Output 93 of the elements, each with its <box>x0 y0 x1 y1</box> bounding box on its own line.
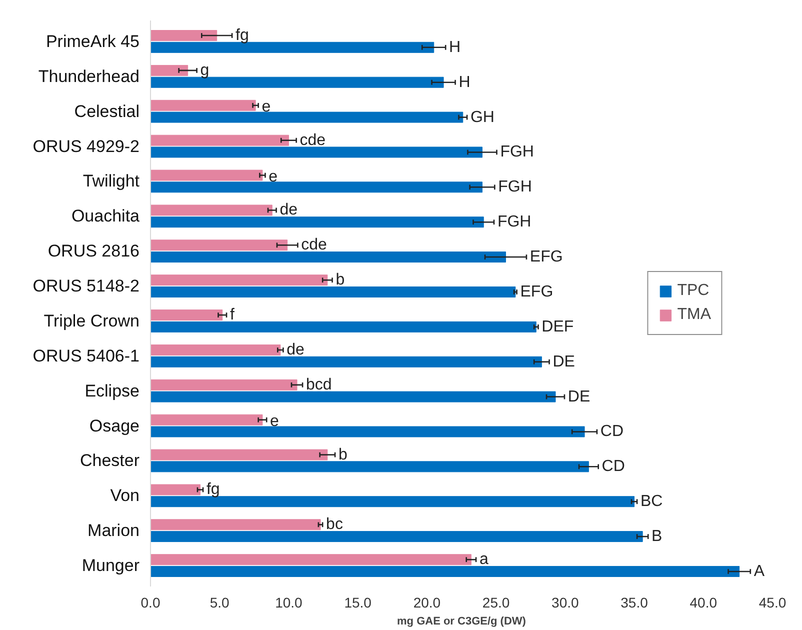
y-tick-label: Thunderhead <box>38 66 140 86</box>
data-label: e <box>268 168 278 186</box>
bar <box>150 100 256 111</box>
data-label: FGH <box>497 214 532 231</box>
bar <box>150 274 328 286</box>
bar <box>150 252 506 263</box>
y-tick-label: Chester <box>80 451 140 470</box>
data-label: g <box>200 62 210 79</box>
bar <box>150 286 516 298</box>
x-tick-label: 30.0 <box>552 594 580 610</box>
bar <box>150 379 298 390</box>
data-label: b <box>336 272 345 289</box>
x-tick-label: 5.0 <box>210 594 230 610</box>
bar <box>150 134 289 146</box>
x-tick-label: 20.0 <box>413 594 441 610</box>
data-label: a <box>479 551 488 568</box>
bar <box>150 240 288 251</box>
y-tick-label: Eclipse <box>84 381 140 400</box>
data-label: f <box>230 306 235 324</box>
data-label: DE <box>568 388 590 406</box>
bar <box>150 76 444 88</box>
y-tick-label: Von <box>110 486 140 506</box>
x-tick-label: 35.0 <box>620 594 648 610</box>
bar <box>150 170 263 181</box>
y-tick-label: Munger <box>82 556 140 576</box>
bar <box>150 391 556 402</box>
x-tick-label: 10.0 <box>275 594 303 610</box>
y-tick-label: ORUS 4929-2 <box>32 136 140 156</box>
data-label: de <box>280 202 298 219</box>
bar <box>150 449 328 460</box>
bar <box>150 204 272 216</box>
y-tick-label: ORUS 5406-1 <box>32 346 140 366</box>
y-tick-label: Ouachita <box>71 206 140 226</box>
data-label: e <box>262 98 271 116</box>
bar <box>150 566 740 577</box>
y-tick-label: Marion <box>88 521 140 540</box>
data-label: e <box>270 412 280 430</box>
y-tick-label: Twilight <box>82 172 140 191</box>
bar <box>150 146 482 158</box>
bar <box>150 30 218 42</box>
x-tick-label: 45.0 <box>758 594 786 610</box>
legend-label: TPC <box>677 282 710 300</box>
data-label: EFG <box>530 248 563 266</box>
data-label: CD <box>600 423 624 440</box>
bar <box>150 321 536 332</box>
bar <box>150 496 635 508</box>
data-label: DE <box>552 353 575 370</box>
y-tick-label: Triple Crown <box>44 311 140 330</box>
bar <box>150 64 188 76</box>
x-tick-label: 40.0 <box>690 594 718 610</box>
legend-label: TMA <box>677 306 711 324</box>
x-tick-label: 25.0 <box>482 594 510 610</box>
y-tick-label: ORUS 2816 <box>48 242 140 261</box>
bar <box>150 216 484 228</box>
data-label: H <box>449 38 461 56</box>
data-label: DEF <box>542 318 574 336</box>
data-label: fg <box>236 27 249 44</box>
data-label: cde <box>300 132 326 149</box>
bar <box>150 531 643 542</box>
data-label: de <box>286 341 305 358</box>
y-tick-label: PrimeArk 45 <box>46 32 140 51</box>
data-label: b <box>338 446 348 464</box>
data-label: fg <box>206 481 220 498</box>
data-label: GH <box>470 108 494 126</box>
bar <box>150 414 263 426</box>
data-label: EFG <box>520 283 554 300</box>
x-axis-title: mg GAE or C3GE/g (DW) <box>397 616 526 628</box>
data-label: FGH <box>500 144 534 161</box>
bar <box>150 461 589 472</box>
x-tick-label: 15.0 <box>344 594 372 610</box>
bar <box>150 484 201 496</box>
x-tick-label: 0.0 <box>140 594 160 610</box>
bar <box>150 310 223 321</box>
data-label: A <box>754 562 765 580</box>
y-tick-label: ORUS 5148-2 <box>32 276 140 296</box>
bar <box>150 356 542 368</box>
y-tick-label: Celestial <box>74 102 140 121</box>
data-label: bcd <box>306 376 332 394</box>
data-label: H <box>458 74 470 91</box>
bar <box>150 112 464 123</box>
y-tick-label: Osage <box>89 416 140 436</box>
bar <box>150 519 321 530</box>
data-label: BC <box>640 493 663 510</box>
data-label: cde <box>301 236 328 254</box>
bar <box>150 182 482 193</box>
data-label: B <box>652 528 662 546</box>
bar <box>150 426 585 438</box>
data-label: bc <box>326 516 343 534</box>
bar <box>150 344 281 356</box>
data-label: CD <box>602 458 625 476</box>
bar <box>150 42 434 53</box>
bar <box>150 554 472 566</box>
data-label: FGH <box>498 178 532 196</box>
